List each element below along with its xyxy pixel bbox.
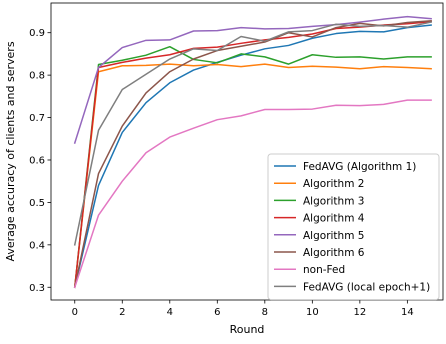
legend-label-1: Algorithm 2 [303, 178, 364, 190]
plot-frame [50, 2, 444, 301]
series-line-1 [73, 63, 432, 289]
series-line-2 [73, 45, 432, 289]
x-tick-label: 2 [119, 307, 125, 318]
legend-box [267, 153, 440, 301]
legend-label-4: Algorithm 5 [303, 230, 364, 242]
x-axis-label: Round [230, 323, 265, 336]
y-tick-label: 0.7 [29, 113, 45, 124]
x-tick-label: 8 [262, 307, 268, 318]
series-line-5 [73, 20, 432, 289]
y-tick-label: 0.8 [29, 71, 45, 82]
legend-label-3: Algorithm 4 [303, 213, 365, 225]
x-tick-label: 12 [353, 307, 366, 318]
y-tick-label: 0.3 [29, 283, 45, 294]
x-tick-label: 0 [72, 307, 78, 318]
legend-label-6: non-Fed [303, 264, 345, 276]
legend-label-0: FedAVG (Algorithm 1) [303, 161, 416, 173]
y-tick-label: 0.6 [29, 155, 45, 166]
series-line-7 [73, 21, 433, 246]
series-line-4 [73, 15, 432, 144]
y-tick-label: 0.9 [29, 28, 45, 39]
legend: FedAVG (Algorithm 1) Algorithm 2 Algorithm… [267, 153, 440, 301]
x-tick-label: 6 [214, 307, 220, 318]
x-tick-label: 10 [306, 307, 319, 318]
legend-label-5: Algorithm 6 [303, 247, 365, 259]
y-axis-label: Average accuracy of clients and servers [4, 41, 17, 261]
axes: 0 2 4 6 8 10 12 14 0.3 0.4 0.5 0.6 0.7 0.8 0.9 Round Ave… [4, 2, 444, 336]
legend-label-7: FedAVG (local epoch+1) [303, 281, 430, 293]
x-tick-label: 14 [401, 307, 414, 318]
y-tick-label: 0.4 [29, 240, 45, 251]
series-line-0 [73, 24, 432, 289]
plot-area [73, 15, 433, 289]
y-tick-label: 0.5 [29, 198, 45, 209]
series-line-6 [73, 99, 432, 289]
x-tick-label: 4 [167, 307, 173, 318]
legend-label-2: Algorithm 3 [303, 195, 364, 207]
